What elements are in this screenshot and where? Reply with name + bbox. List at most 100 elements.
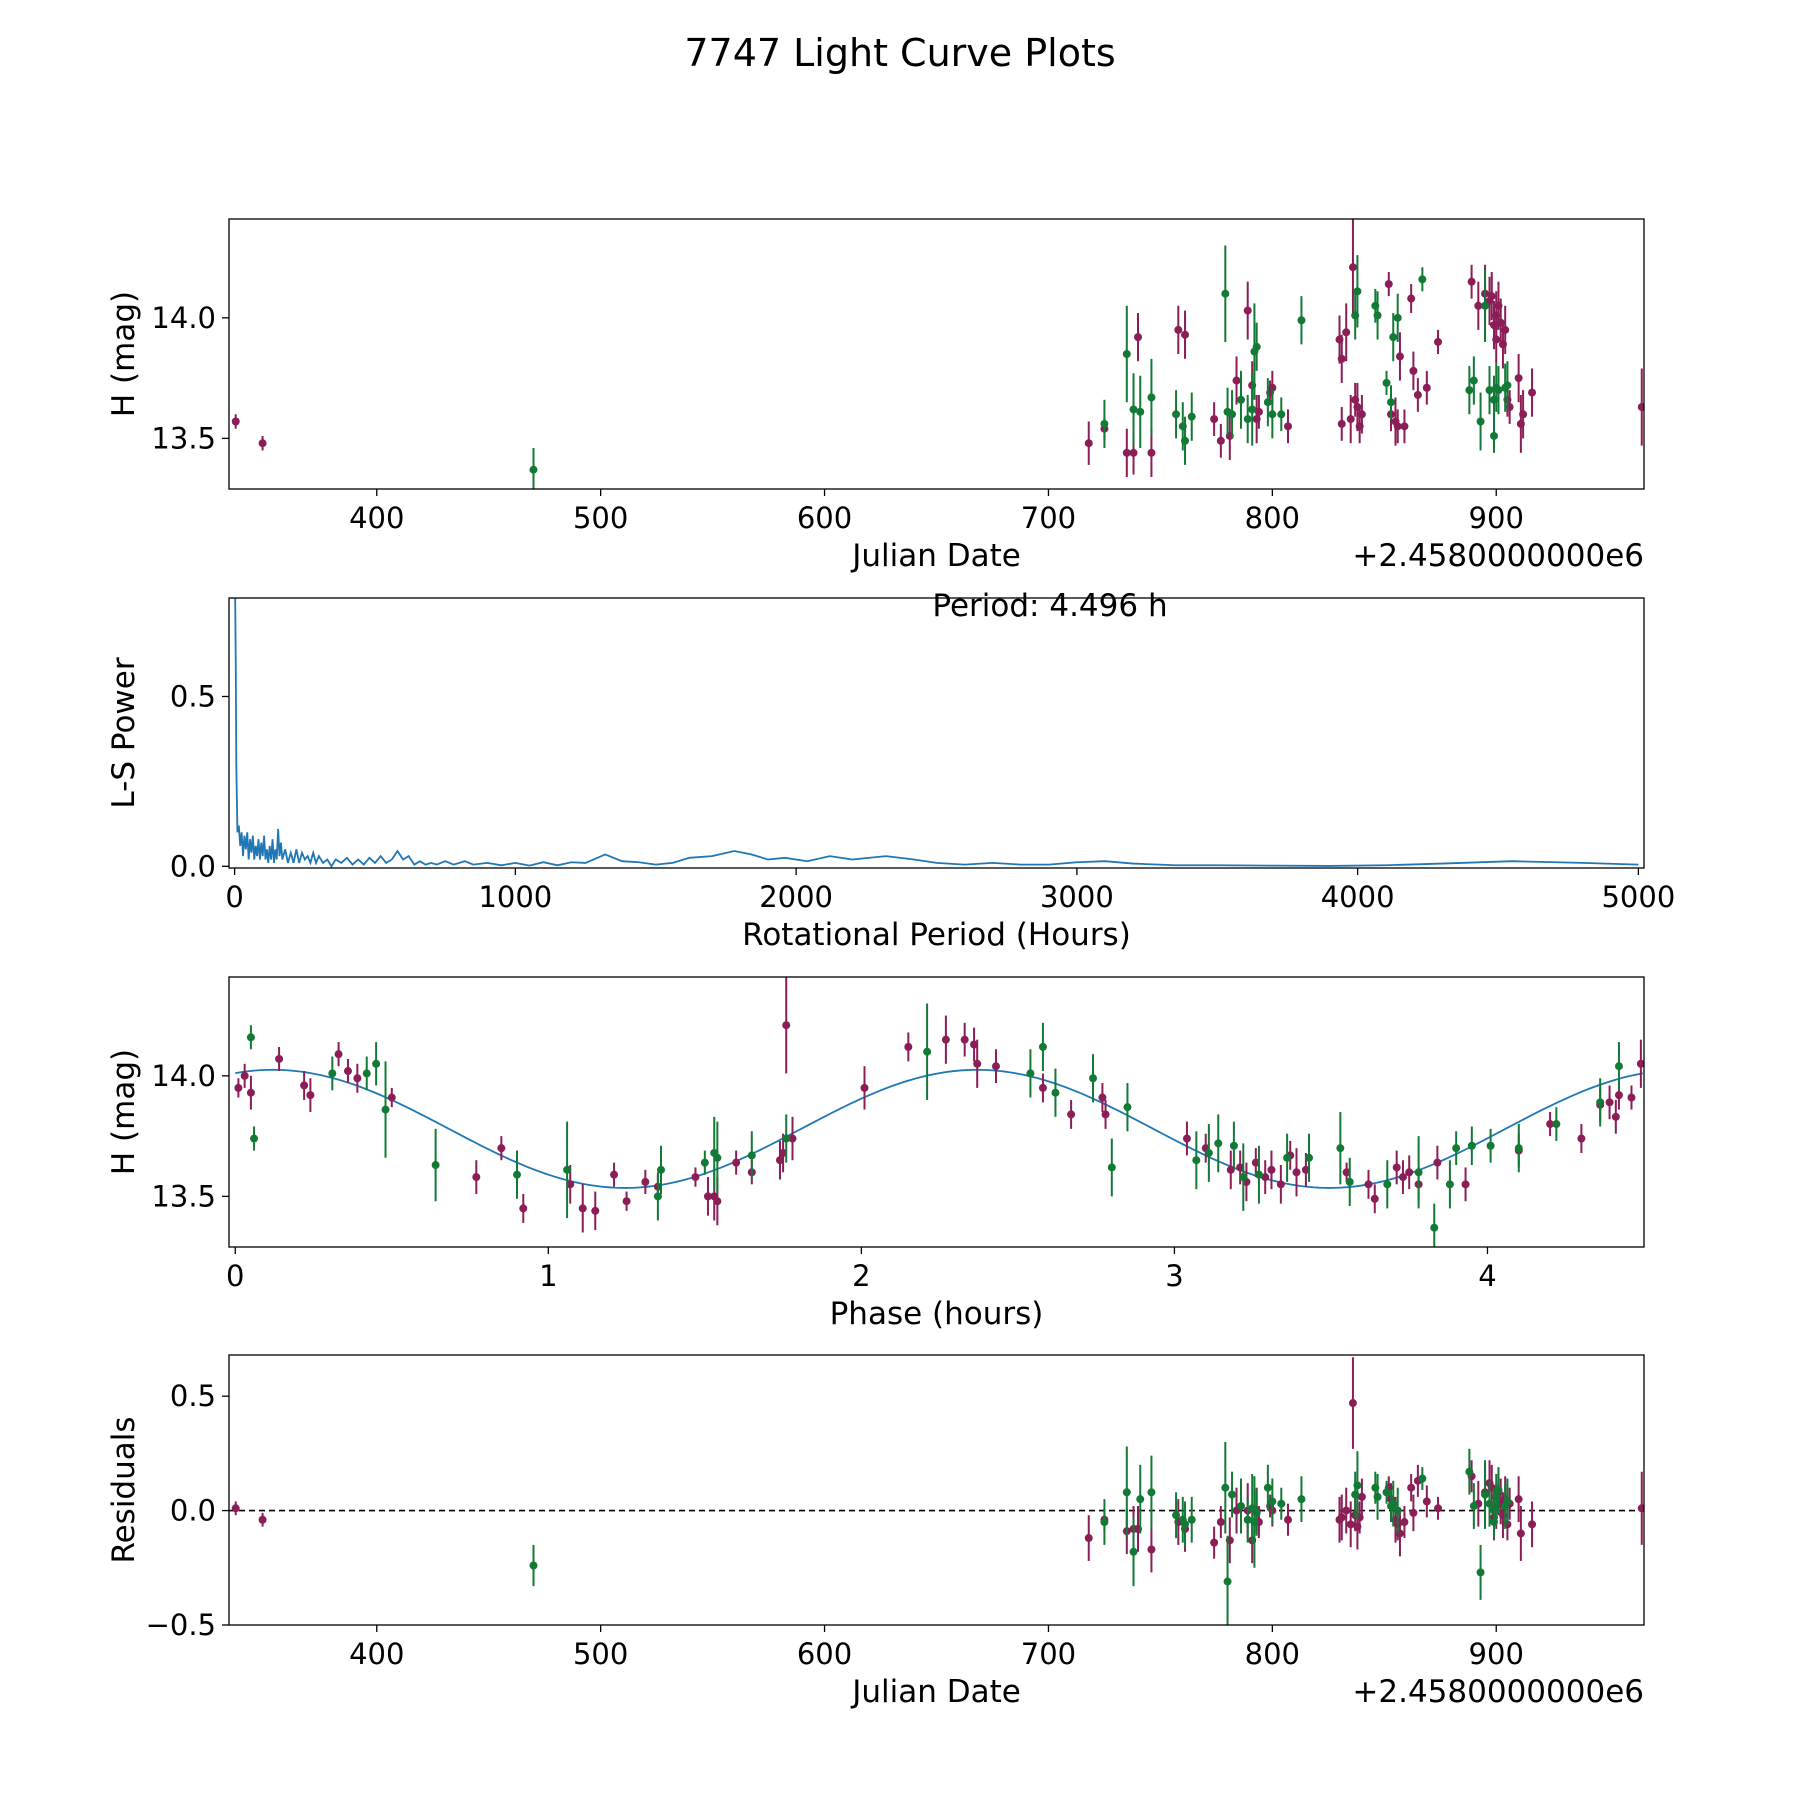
maroon-data-point xyxy=(234,1083,243,1092)
maroon-data-point xyxy=(1546,1120,1555,1129)
green-data-point xyxy=(1187,412,1196,421)
axes-frame xyxy=(228,1354,1645,1626)
x-tick-label: 600 xyxy=(797,501,852,535)
green-data-point xyxy=(1252,1508,1261,1517)
maroon-data-point xyxy=(1492,335,1501,344)
maroon-data-point xyxy=(1292,1168,1301,1177)
x-tick-label: 0 xyxy=(225,880,243,914)
maroon-data-point xyxy=(610,1170,619,1179)
maroon-data-point xyxy=(1268,383,1277,392)
maroon-data-point xyxy=(258,1515,267,1524)
maroon-data-point xyxy=(1614,1091,1623,1100)
maroon-data-point xyxy=(1400,1518,1409,1527)
maroon-data-point xyxy=(1474,301,1483,310)
green-data-point xyxy=(657,1165,666,1174)
x-tick-label: 2 xyxy=(852,1259,870,1293)
maroon-data-point xyxy=(1528,1520,1537,1529)
maroon-data-point xyxy=(1147,1545,1156,1554)
green-data-point xyxy=(1223,1577,1232,1586)
maroon-data-point xyxy=(519,1204,528,1213)
green-data-point xyxy=(1414,1168,1423,1177)
maroon-data-point xyxy=(960,1035,969,1044)
light-curve-panel: 400 500 600 700 800 900 13.5 14.0 Julian Date H (… xyxy=(106,218,1645,574)
green-data-point xyxy=(1100,419,1109,428)
green-data-point xyxy=(1263,1483,1272,1492)
green-data-point xyxy=(1089,1074,1098,1083)
green-data-point xyxy=(1476,1568,1485,1577)
green-data-point xyxy=(747,1151,756,1160)
y-tick-label: 0.5 xyxy=(170,679,216,713)
green-data-point xyxy=(381,1105,390,1114)
green-data-point xyxy=(1129,405,1138,414)
green-data-point xyxy=(1353,287,1362,296)
maroon-data-point xyxy=(1348,1399,1357,1408)
period-annotation: Period: 4.496 h xyxy=(932,588,1167,624)
maroon-data-point xyxy=(1605,1098,1614,1107)
green-data-point xyxy=(1239,1173,1248,1182)
green-data-point xyxy=(1187,1515,1196,1524)
periodogram-panel: Period: 4.496 h 0 1000 2000 3000 4000 5000 0.0… xyxy=(106,588,1675,953)
green-data-point xyxy=(362,1069,371,1078)
maroon-data-point xyxy=(1514,1495,1523,1504)
green-data-point xyxy=(1122,350,1131,358)
maroon-data-point xyxy=(578,1204,587,1213)
maroon-data-point xyxy=(1348,263,1357,272)
x-tick-label: 900 xyxy=(1469,501,1524,535)
green-data-point xyxy=(1305,1153,1314,1162)
x-tick-label: 600 xyxy=(797,1637,852,1671)
maroon-data-point xyxy=(1174,325,1183,334)
green-data-point xyxy=(1467,1141,1476,1150)
maroon-data-point xyxy=(1637,403,1644,412)
green-data-point xyxy=(1147,393,1156,402)
green-data-point xyxy=(1393,1506,1402,1515)
green-data-point xyxy=(1503,381,1512,390)
x-tick-label: 4 xyxy=(1478,1259,1496,1293)
green-data-point xyxy=(1297,316,1306,325)
green-data-point xyxy=(1382,378,1391,387)
maroon-data-point xyxy=(1577,1134,1586,1143)
maroon-data-point xyxy=(1243,306,1252,315)
green-data-point xyxy=(1485,1499,1494,1508)
maroon-data-point xyxy=(1637,1504,1644,1513)
green-data-point xyxy=(1596,1098,1605,1107)
maroon-data-point xyxy=(1392,1163,1401,1172)
y-tick-label: 0.0 xyxy=(170,849,216,883)
green-data-point xyxy=(1353,1481,1362,1490)
maroon-data-point xyxy=(1611,1112,1620,1121)
green-data-point xyxy=(529,465,538,474)
green-data-point xyxy=(1494,1486,1503,1494)
green-data-point xyxy=(1445,1180,1454,1189)
maroon-data-point xyxy=(1226,1165,1235,1174)
green-data-point xyxy=(1481,301,1490,310)
ls-plot-area xyxy=(234,598,1639,868)
maroon-data-point xyxy=(904,1042,913,1051)
maroon-data-point xyxy=(1519,410,1528,419)
green-data-point xyxy=(1221,1483,1230,1492)
green-data-point xyxy=(782,1134,791,1143)
maroon-data-point xyxy=(1301,1165,1310,1174)
maroon-data-point xyxy=(1409,366,1418,375)
y-tick-label: 13.5 xyxy=(151,421,216,455)
fit-model-curve xyxy=(235,1068,1643,1189)
maroon-data-point xyxy=(860,1083,869,1092)
green-data-point xyxy=(1465,1467,1474,1476)
green-data-point xyxy=(431,1161,440,1170)
green-data-point xyxy=(250,1134,259,1143)
green-data-point xyxy=(1489,431,1498,440)
green-data-point xyxy=(1277,410,1286,419)
maroon-data-point xyxy=(1337,1513,1346,1522)
maroon-data-point xyxy=(1398,1173,1407,1182)
maroon-data-point xyxy=(306,1091,315,1100)
maroon-data-point xyxy=(566,1180,575,1189)
green-data-point xyxy=(1122,1488,1131,1497)
maroon-data-point xyxy=(1122,448,1131,457)
green-data-point xyxy=(700,1158,709,1167)
x-axis-label: Phase (hours) xyxy=(830,1296,1044,1332)
maroon-data-point xyxy=(1627,1093,1636,1102)
green-data-point xyxy=(1172,1511,1181,1520)
maroon-data-point xyxy=(1395,352,1404,361)
maroon-data-point xyxy=(472,1173,481,1182)
green-data-point xyxy=(1297,1495,1306,1504)
green-data-point xyxy=(1248,405,1257,414)
x-tick-label: 400 xyxy=(349,1637,404,1671)
